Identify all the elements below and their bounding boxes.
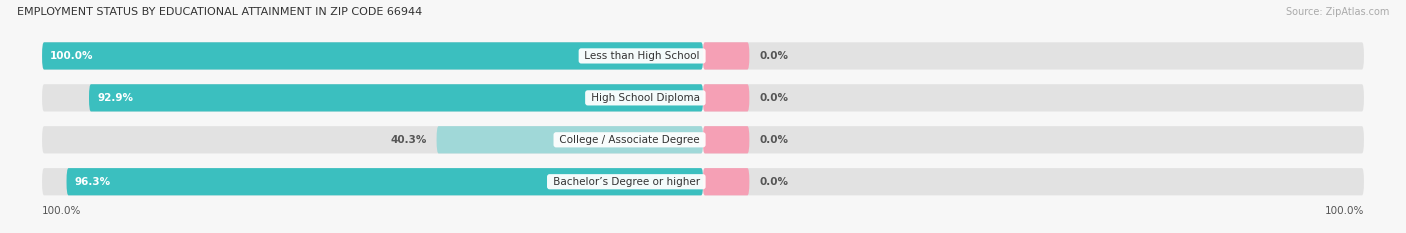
FancyBboxPatch shape (437, 126, 703, 153)
Text: Less than High School: Less than High School (581, 51, 703, 61)
Text: College / Associate Degree: College / Associate Degree (557, 135, 703, 145)
FancyBboxPatch shape (66, 168, 703, 195)
Text: 100.0%: 100.0% (1324, 206, 1364, 216)
FancyBboxPatch shape (42, 126, 703, 153)
Text: 40.3%: 40.3% (391, 135, 427, 145)
Text: 92.9%: 92.9% (97, 93, 134, 103)
Text: High School Diploma: High School Diploma (588, 93, 703, 103)
Text: Bachelor’s Degree or higher: Bachelor’s Degree or higher (550, 177, 703, 187)
FancyBboxPatch shape (42, 42, 703, 69)
FancyBboxPatch shape (703, 42, 1364, 69)
FancyBboxPatch shape (703, 84, 1364, 112)
FancyBboxPatch shape (703, 84, 749, 112)
FancyBboxPatch shape (89, 84, 703, 112)
Text: 96.3%: 96.3% (75, 177, 111, 187)
Text: 100.0%: 100.0% (42, 206, 82, 216)
FancyBboxPatch shape (703, 126, 1364, 153)
FancyBboxPatch shape (703, 168, 749, 195)
Text: 0.0%: 0.0% (759, 93, 789, 103)
Text: 0.0%: 0.0% (759, 135, 789, 145)
FancyBboxPatch shape (703, 168, 1364, 195)
Text: 0.0%: 0.0% (759, 51, 789, 61)
Text: EMPLOYMENT STATUS BY EDUCATIONAL ATTAINMENT IN ZIP CODE 66944: EMPLOYMENT STATUS BY EDUCATIONAL ATTAINM… (17, 7, 422, 17)
Text: Source: ZipAtlas.com: Source: ZipAtlas.com (1285, 7, 1389, 17)
Text: 100.0%: 100.0% (51, 51, 94, 61)
FancyBboxPatch shape (703, 126, 749, 153)
FancyBboxPatch shape (703, 42, 749, 69)
FancyBboxPatch shape (42, 42, 703, 69)
FancyBboxPatch shape (42, 84, 703, 112)
FancyBboxPatch shape (42, 168, 703, 195)
Text: 0.0%: 0.0% (759, 177, 789, 187)
